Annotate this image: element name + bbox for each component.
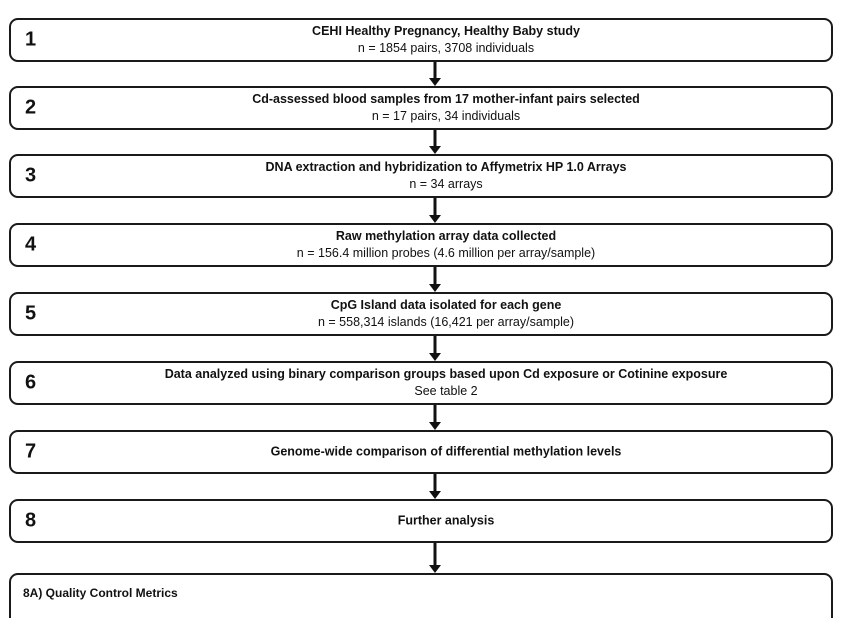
step-box: 4 Raw methylation array data collected n =… [9,223,833,267]
step-title: DNA extraction and hybridization to Affy… [265,160,627,174]
step-title: Cd-assessed blood samples from 17 mother… [252,92,640,106]
step-text: DNA extraction and hybridization to Affy… [71,159,821,193]
step-box: 3 DNA extraction and hybridization to Aff… [9,154,833,198]
step-box: 2 Cd-assessed blood samples from 17 mothe… [9,86,833,130]
step-detail: n = 156.4 million probes (4.6 million pe… [296,246,596,260]
step-title: Genome-wide comparison of differential m… [270,444,622,459]
step-number: 3 [25,164,37,187]
step-title: CpG Island data isolated for each gene [330,298,562,312]
step-detail: n = 34 arrays [409,177,483,191]
step-number: 2 [25,96,37,119]
step-text: Genome-wide comparison of differential m… [71,444,821,461]
step-title: Raw methylation array data collected [335,229,557,243]
step-number: 1 [25,28,37,51]
step-text: Cd-assessed blood samples from 17 mother… [71,91,821,125]
step-title: CEHI Healthy Pregnancy, Healthy Baby stu… [312,24,580,38]
step-number: 6 [25,371,37,394]
step-number: 4 [25,233,37,256]
arrow [429,198,441,223]
arrow [429,336,441,361]
step-box: 7 Genome-wide comparison of differential … [9,430,833,474]
step-number: 8 [25,509,37,532]
step-detail: n = 17 pairs, 34 individuals [371,109,521,123]
substep-label: 8A) Quality Control Metrics [23,586,178,600]
step-detail: n = 558,314 islands (16,421 per array/sa… [317,315,575,329]
step-text: CpG Island data isolated for each gene n … [71,297,821,331]
step-box: 6 Data analyzed using binary comparison g… [9,361,833,405]
arrow [429,543,441,573]
step-number: 7 [25,440,37,463]
step-text: Further analysis [71,513,821,530]
step-detail: See table 2 [414,384,478,398]
substep-box: 8A) Quality Control Metrics [9,573,833,618]
arrow [429,267,441,292]
arrow [429,62,441,86]
step-text: CEHI Healthy Pregnancy, Healthy Baby stu… [71,23,821,57]
arrow [429,405,441,430]
step-title: Data analyzed using binary comparison gr… [164,367,728,381]
arrow [429,474,441,499]
step-detail: n = 1854 pairs, 3708 individuals [357,41,535,55]
step-box: 8 Further analysis [9,499,833,543]
step-box: 5 CpG Island data isolated for each gene n… [9,292,833,336]
step-number: 5 [25,302,37,325]
step-text: Raw methylation array data collected n = … [71,228,821,262]
step-box: 1 CEHI Healthy Pregnancy, Healthy Baby st… [9,18,833,62]
step-text: Data analyzed using binary comparison gr… [71,366,821,400]
arrow [429,130,441,154]
step-title: Further analysis [397,513,495,528]
